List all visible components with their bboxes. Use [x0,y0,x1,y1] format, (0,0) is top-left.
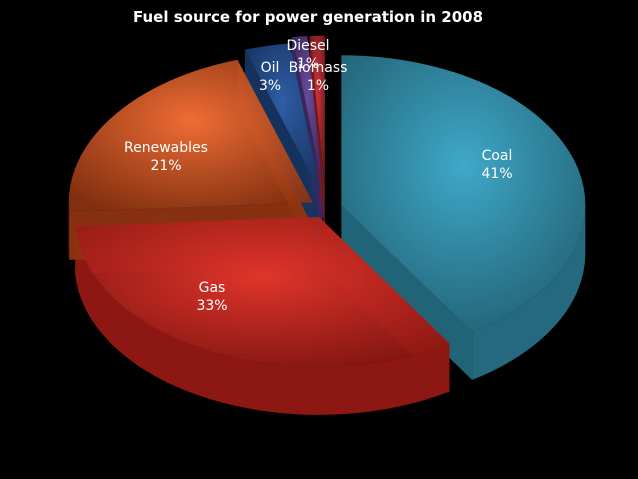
slice-value-biomass: 1% [307,78,329,94]
slice-value-gas: 33% [196,298,227,314]
slice-label-gas: Gas [199,280,226,296]
pie-slice-gas[interactable] [75,216,450,367]
pie-slice-diesel[interactable] [292,36,323,186]
pie-wall-coal [472,205,586,380]
pie-slice-renewables[interactable] [68,59,313,212]
chart-title: Fuel source for power generation in 2008 [133,8,484,26]
pie-top-layer [68,35,586,367]
slice-value-coal: 41% [481,166,512,182]
slice-label-oil: Oil [261,60,280,76]
slice-label-renewables: Renewables [124,140,208,156]
slice-value-oil: 3% [259,78,281,94]
slice-value-renewables: 21% [150,158,181,174]
pie-wall-gas [75,226,450,415]
pie-label-layer: Coal41%Gas33%Renewables21%Oil3%Diesel1%B… [124,38,513,314]
slice-label-biomass: Biomass [289,60,348,76]
slice-label-coal: Coal [482,148,513,164]
slice-label-diesel: Diesel [286,38,329,54]
slice-value-diesel: 1% [297,56,319,72]
pie-slice-oil[interactable] [244,43,321,193]
pie-slice-coal[interactable] [341,55,586,332]
pie-slice-biomass[interactable] [309,35,325,186]
